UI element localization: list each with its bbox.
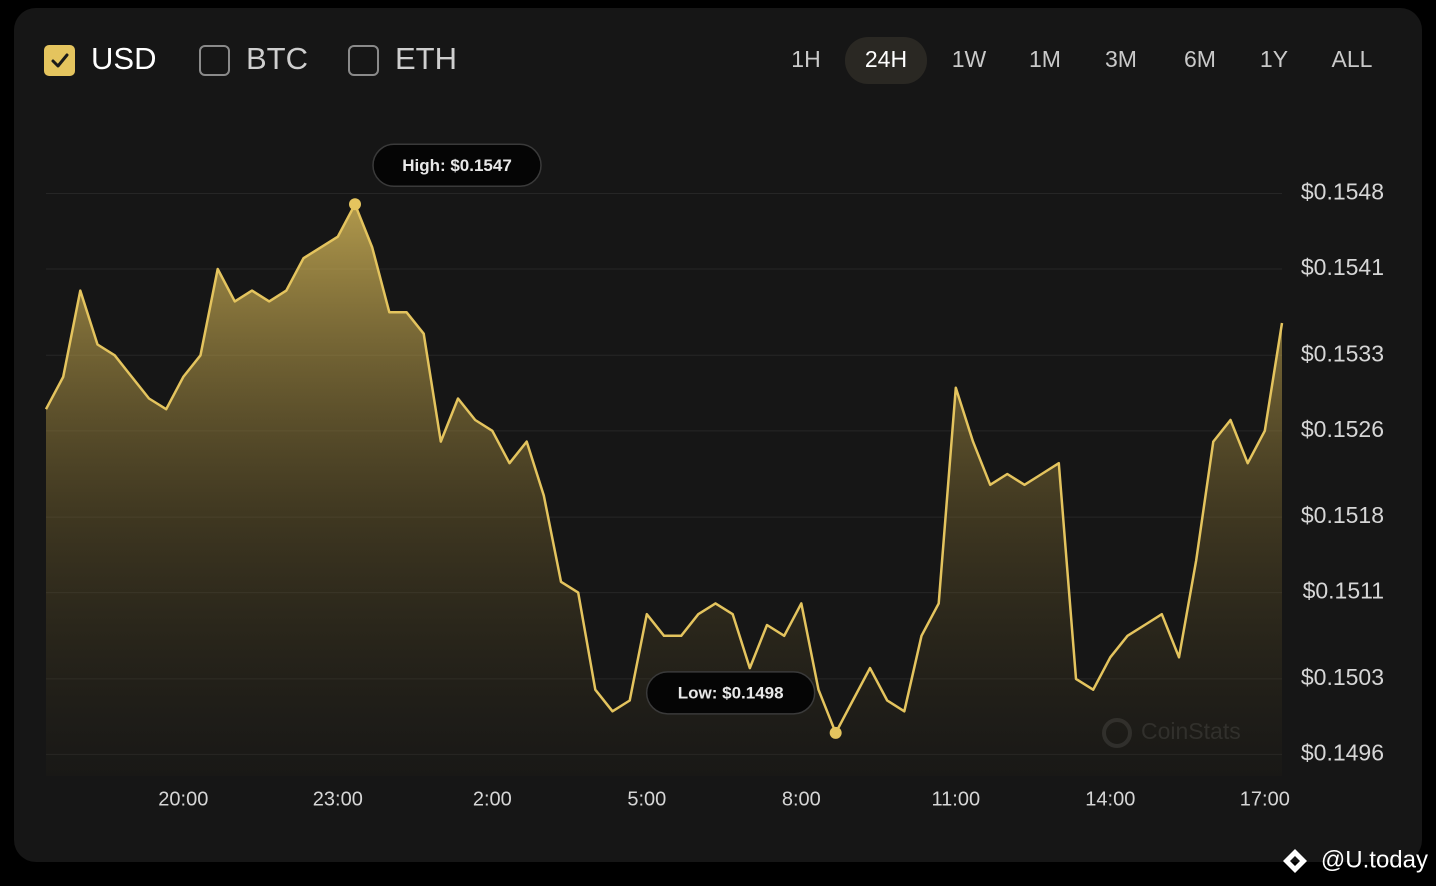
watermark-logo [1283,849,1307,873]
checkbox [348,45,379,76]
checkbox [199,45,230,76]
currency-label: BTC [246,41,308,76]
x-tick-label: 23:00 [313,788,363,810]
checkmark [51,53,69,68]
y-tick-label: $0.1541 [1301,254,1384,280]
range-label: 1Y [1260,46,1288,72]
y-tick-label: $0.1503 [1301,664,1384,690]
y-tick-label: $0.1496 [1301,740,1384,766]
range-button[interactable]: ALL [1332,46,1373,72]
y-tick-label: $0.1533 [1301,340,1384,366]
range-label: 6M [1184,46,1216,72]
price-line [44,203,1284,735]
annotation-box [372,143,542,188]
range-button[interactable]: 1H [791,46,820,72]
range-label: 1M [1029,46,1061,72]
annotation-label: Low: $0.1498 [678,683,784,702]
range-button[interactable]: 6M [1184,46,1216,72]
toolbar: USD BTC ETH 1H 24H 1W 1M 3M 6M 1Y ALL [44,37,1373,84]
range-button[interactable]: 1Y [1260,46,1288,72]
y-tick-label: $0.1548 [1301,179,1384,205]
x-tick-label: 20:00 [158,788,208,810]
y-tick-label: $0.1511 [1303,578,1384,604]
currency-label: ETH [395,41,457,76]
checkbox [44,45,75,76]
site-watermark: @U.today [1321,846,1428,873]
x-tick-label: 8:00 [782,788,821,810]
x-tick-label: 2:00 [473,788,512,810]
range-button[interactable]: 24H [845,37,927,84]
chart: $0.1548 $0.1541 $0.1533 $0.1526 $0.1518 $0.15… [44,143,1384,810]
annotation-label: High: $0.1547 [402,156,512,175]
currency-toggle[interactable]: BTC [199,41,308,76]
range-button[interactable]: 3M [1105,46,1137,72]
range-label: 1W [952,46,987,72]
range-button[interactable]: 1W [952,46,987,72]
currency-toggle[interactable]: ETH [348,41,457,76]
y-tick-label: $0.1518 [1301,502,1384,528]
extreme-marker [349,198,361,211]
range-label: ALL [1332,46,1373,72]
annotation-box [645,671,816,715]
x-tick-label: 11:00 [932,788,981,810]
range-highlight [845,37,927,84]
range-label: 24H [865,46,907,72]
x-tick-label: 17:00 [1240,788,1290,810]
x-tick-label: 14:00 [1085,788,1135,810]
area [46,204,1282,777]
currency-toggle[interactable]: USD [44,41,156,76]
range-label: 3M [1105,46,1137,72]
y-tick-label: $0.1526 [1301,416,1384,442]
extreme-marker [829,726,842,739]
range-label: 1H [791,46,820,72]
currency-label: USD [91,41,156,76]
x-tick-label: 5:00 [627,788,666,810]
range-button[interactable]: 1M [1029,46,1061,72]
